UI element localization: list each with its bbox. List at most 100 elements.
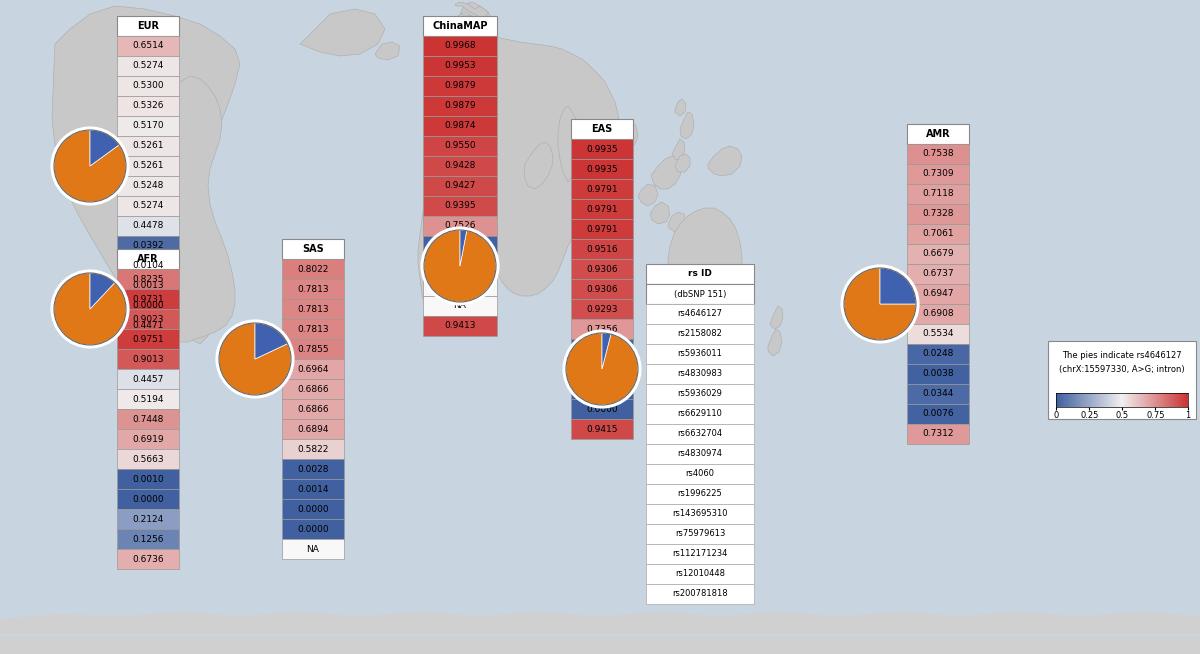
Text: 0.7813: 0.7813	[298, 305, 329, 313]
Bar	[907, 364, 970, 384]
Bar	[424, 36, 497, 56]
Bar	[118, 116, 179, 136]
Wedge shape	[220, 323, 290, 395]
Text: 0.6866: 0.6866	[298, 405, 329, 413]
Bar	[646, 264, 754, 284]
Bar	[118, 236, 179, 256]
Text: AFR: AFR	[137, 254, 158, 264]
Polygon shape	[650, 156, 682, 189]
Bar	[907, 144, 970, 164]
Bar	[282, 379, 344, 399]
Bar	[646, 424, 754, 444]
Bar	[282, 279, 344, 299]
Bar	[907, 304, 970, 324]
Text: rs4060: rs4060	[685, 470, 714, 479]
Polygon shape	[768, 329, 782, 356]
Text: 0.0000: 0.0000	[586, 405, 618, 413]
Text: rs6632704: rs6632704	[678, 430, 722, 438]
Bar	[571, 319, 634, 339]
Text: EAS: EAS	[592, 124, 613, 134]
Text: 0.9968: 0.9968	[444, 41, 476, 50]
Bar	[424, 296, 497, 316]
Bar	[571, 299, 634, 319]
Bar	[907, 404, 970, 424]
Bar	[646, 344, 754, 364]
Text: 0.5261: 0.5261	[132, 162, 163, 171]
Bar	[424, 76, 497, 96]
Text: 0.7312: 0.7312	[923, 430, 954, 438]
Text: 0.9413: 0.9413	[444, 322, 475, 330]
Bar	[118, 136, 179, 156]
Bar	[907, 204, 970, 224]
Polygon shape	[374, 42, 400, 60]
Bar	[118, 389, 179, 409]
Polygon shape	[558, 106, 582, 182]
Bar	[118, 196, 179, 216]
Bar	[118, 276, 179, 296]
Text: 0.7356: 0.7356	[586, 324, 618, 334]
Polygon shape	[185, 266, 198, 284]
Text: 0.7448: 0.7448	[132, 415, 163, 424]
Text: 0.6514: 0.6514	[132, 41, 163, 50]
Text: 0.6964: 0.6964	[298, 364, 329, 373]
Bar	[571, 179, 634, 199]
Text: (chrX:15597330, A>G; intron): (chrX:15597330, A>G; intron)	[1060, 365, 1184, 374]
Text: 0.4471: 0.4471	[132, 322, 163, 330]
Bar	[424, 16, 497, 36]
Bar	[646, 304, 754, 324]
Text: 0.6736: 0.6736	[132, 555, 164, 564]
Text: 0.7309: 0.7309	[922, 169, 954, 179]
Text: 0.4457: 0.4457	[132, 375, 163, 383]
Text: 0.9879: 0.9879	[444, 82, 476, 90]
Bar	[646, 564, 754, 584]
Bar	[424, 116, 497, 136]
Polygon shape	[460, 2, 492, 26]
Text: 0.0000: 0.0000	[132, 494, 164, 504]
Bar	[118, 529, 179, 549]
Text: AMR: AMR	[925, 129, 950, 139]
Bar	[571, 339, 634, 359]
Bar	[118, 176, 179, 196]
Circle shape	[421, 227, 499, 305]
Text: 0.8235: 0.8235	[132, 275, 163, 283]
Polygon shape	[674, 99, 686, 116]
Text: 0.7855: 0.7855	[298, 345, 329, 354]
Bar	[646, 284, 754, 304]
Text: rs ID: rs ID	[688, 269, 712, 279]
Bar	[118, 256, 179, 276]
Text: 0.5274: 0.5274	[132, 61, 163, 71]
Text: 0.9293: 0.9293	[587, 305, 618, 313]
Text: 0.9306: 0.9306	[586, 264, 618, 273]
Bar	[282, 539, 344, 559]
Bar	[424, 96, 497, 116]
Polygon shape	[674, 154, 690, 172]
Bar	[118, 329, 179, 349]
Bar	[118, 369, 179, 389]
Text: rs75979613: rs75979613	[674, 530, 725, 538]
Bar	[646, 524, 754, 544]
Polygon shape	[440, 14, 492, 64]
Bar	[646, 404, 754, 424]
Text: rs5936011: rs5936011	[678, 349, 722, 358]
Text: 0.2124: 0.2124	[132, 515, 163, 523]
Text: rs143695310: rs143695310	[672, 509, 727, 519]
Bar	[118, 56, 179, 76]
Polygon shape	[418, 62, 492, 336]
Polygon shape	[600, 126, 628, 159]
Text: 0.7538: 0.7538	[922, 150, 954, 158]
Bar	[646, 444, 754, 464]
Bar	[118, 96, 179, 116]
Bar	[118, 316, 179, 336]
Bar	[571, 199, 634, 219]
Polygon shape	[618, 119, 638, 162]
Polygon shape	[148, 256, 162, 292]
Text: 0.6908: 0.6908	[922, 309, 954, 318]
Polygon shape	[718, 336, 731, 351]
Text: 0.0248: 0.0248	[923, 349, 954, 358]
Text: 0.9395: 0.9395	[444, 201, 476, 211]
Text: rs12010448: rs12010448	[674, 570, 725, 579]
Text: 0.9935: 0.9935	[586, 145, 618, 154]
Wedge shape	[54, 130, 126, 202]
Text: rs4830974: rs4830974	[678, 449, 722, 458]
Text: 0.0392: 0.0392	[132, 241, 163, 250]
